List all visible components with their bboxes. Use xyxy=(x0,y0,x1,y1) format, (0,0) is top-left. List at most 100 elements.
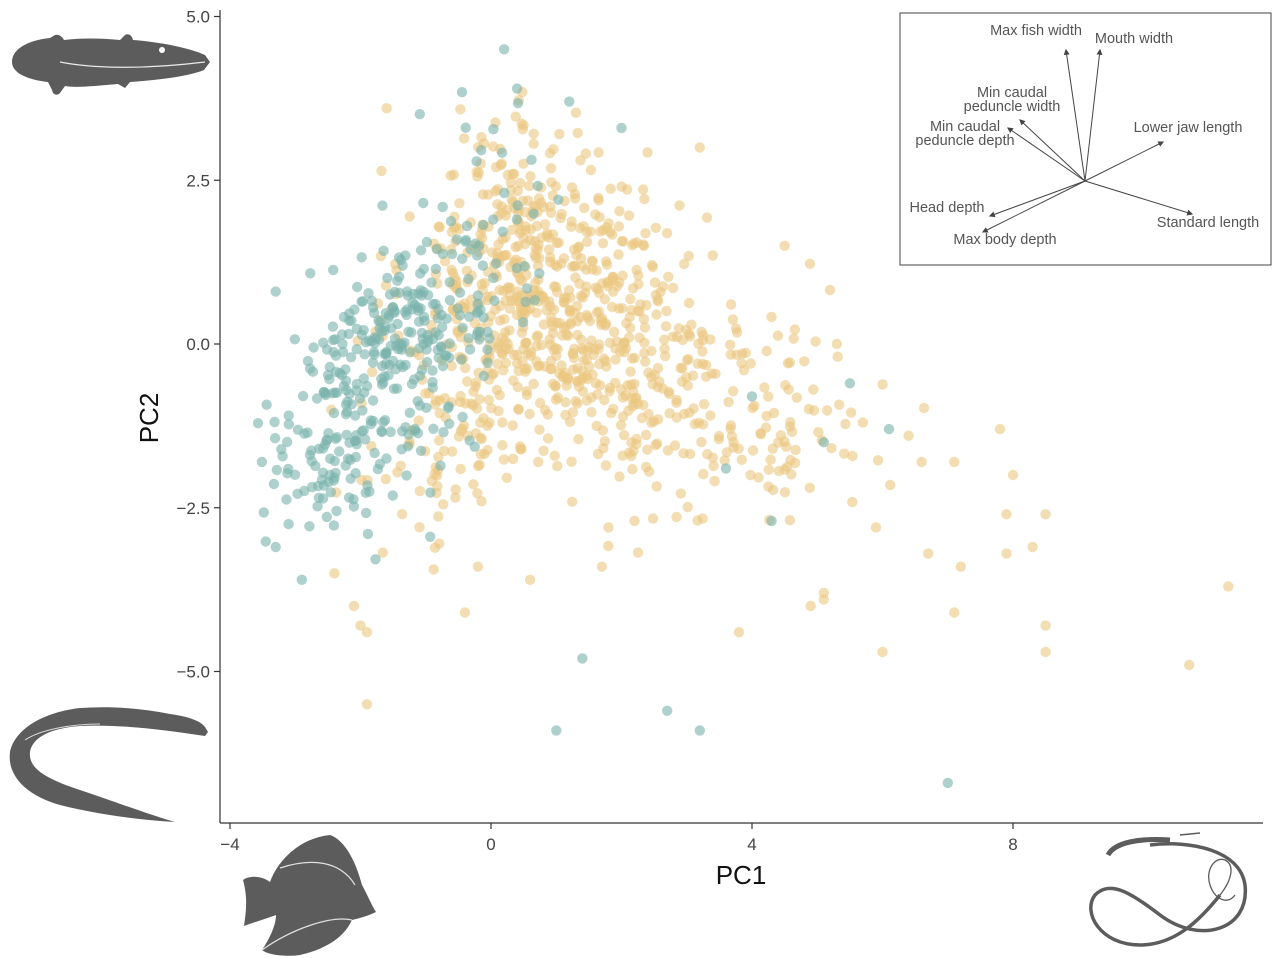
data-point xyxy=(557,370,568,381)
data-point xyxy=(470,377,482,388)
data-point xyxy=(552,460,563,472)
data-point xyxy=(610,354,621,365)
data-point xyxy=(615,346,626,357)
data-point xyxy=(421,356,433,368)
data-point xyxy=(289,469,301,480)
data-point xyxy=(560,397,571,408)
data-point xyxy=(682,501,693,513)
loading-arrow xyxy=(981,180,1086,233)
data-point xyxy=(425,487,436,498)
data-point xyxy=(577,386,589,397)
data-point xyxy=(361,699,373,710)
data-point xyxy=(328,520,340,531)
data-point xyxy=(785,454,796,466)
data-point xyxy=(354,393,366,404)
data-point xyxy=(306,456,317,467)
data-point xyxy=(1040,646,1051,658)
data-point xyxy=(824,284,836,296)
data-point xyxy=(1001,509,1012,520)
data-point xyxy=(727,314,739,325)
data-point xyxy=(484,417,495,428)
data-point xyxy=(444,352,455,363)
data-point xyxy=(403,326,414,337)
data-point xyxy=(705,334,716,345)
data-point xyxy=(327,321,339,332)
data-point xyxy=(661,228,673,239)
data-point xyxy=(593,306,605,317)
data-point xyxy=(736,454,747,465)
data-point xyxy=(753,472,764,483)
data-point xyxy=(1001,548,1012,559)
data-point xyxy=(464,344,476,355)
data-point xyxy=(299,428,310,439)
data-point xyxy=(394,271,405,282)
data-point xyxy=(625,366,636,377)
data-point xyxy=(470,428,482,439)
data-point xyxy=(521,269,532,281)
data-point xyxy=(516,225,527,236)
data-point xyxy=(642,147,653,158)
data-point xyxy=(317,443,329,454)
data-point xyxy=(446,248,458,260)
data-point xyxy=(700,371,712,382)
data-point xyxy=(306,445,317,456)
data-point xyxy=(541,304,552,316)
y-tick-label: 0.0 xyxy=(186,335,210,354)
data-point xyxy=(505,177,516,188)
data-point xyxy=(638,399,649,411)
data-point xyxy=(755,429,767,440)
data-point xyxy=(548,144,559,155)
data-point xyxy=(604,226,616,238)
data-point xyxy=(468,479,479,490)
loading-arrow xyxy=(1007,127,1086,182)
data-point xyxy=(818,437,829,448)
data-point xyxy=(377,200,388,211)
data-point xyxy=(365,415,376,426)
data-point xyxy=(346,399,357,410)
data-point xyxy=(500,357,512,369)
data-point xyxy=(456,354,467,365)
data-point xyxy=(857,417,869,428)
data-point xyxy=(617,303,628,314)
data-point xyxy=(412,396,423,407)
loading-label: Min caudal peduncle depth xyxy=(915,119,1014,149)
data-point xyxy=(444,295,456,306)
data-point xyxy=(438,499,449,510)
data-point xyxy=(633,270,644,281)
data-point xyxy=(457,411,468,423)
data-point xyxy=(661,305,672,317)
data-point xyxy=(725,420,737,431)
data-point xyxy=(318,387,329,398)
data-point xyxy=(478,370,490,382)
data-point xyxy=(697,513,708,524)
data-point xyxy=(949,456,960,468)
data-point xyxy=(404,347,416,358)
data-point xyxy=(534,424,545,435)
x-tick-label: −4 xyxy=(220,835,239,854)
data-point xyxy=(597,425,608,436)
data-point xyxy=(640,356,651,367)
data-point xyxy=(472,460,484,472)
data-point xyxy=(565,292,576,303)
data-point xyxy=(317,493,329,504)
data-point xyxy=(513,403,524,415)
data-point xyxy=(512,200,523,211)
data-point xyxy=(709,475,720,487)
x-axis-title: PC1 xyxy=(716,860,767,890)
data-point xyxy=(728,437,739,448)
data-point xyxy=(549,450,560,461)
data-point xyxy=(568,352,580,364)
data-point xyxy=(323,476,334,488)
data-point xyxy=(518,344,529,355)
data-point xyxy=(994,423,1006,435)
data-point xyxy=(731,349,742,360)
loading-label: Mouth width xyxy=(1095,31,1173,47)
data-point xyxy=(357,405,368,416)
gulper-eel-silhouette xyxy=(1089,832,1247,947)
data-point xyxy=(361,627,373,638)
data-point xyxy=(877,379,888,390)
data-point xyxy=(446,360,457,372)
data-point xyxy=(580,148,591,159)
data-point xyxy=(749,400,760,411)
data-point xyxy=(818,594,829,605)
